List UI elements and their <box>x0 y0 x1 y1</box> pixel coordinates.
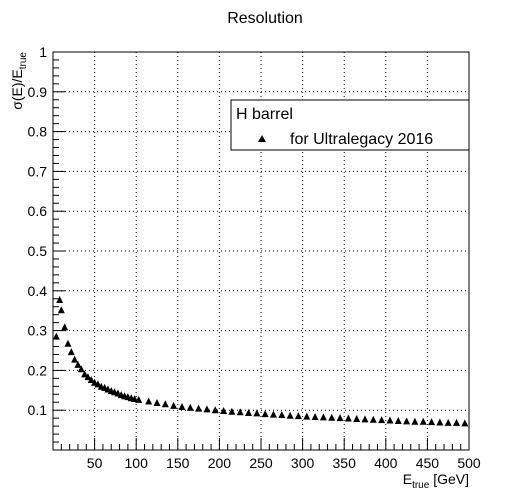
y-axis-label: σ(E)/Etrue <box>9 52 29 110</box>
data-point <box>428 418 436 426</box>
data-point <box>186 403 194 411</box>
data-point <box>261 410 269 418</box>
x-axis-label-suffix: [GeV] <box>429 471 469 487</box>
x-tick-label: 200 <box>208 455 232 471</box>
data-point <box>178 403 186 411</box>
data-point <box>145 397 153 405</box>
y-tick-label: 0.1 <box>28 402 48 418</box>
data-point <box>303 412 311 420</box>
data-point <box>411 417 419 425</box>
y-tick-label: 0.6 <box>28 203 48 219</box>
data-point <box>336 414 344 422</box>
x-tick-label: 150 <box>166 455 190 471</box>
data-point <box>228 407 236 415</box>
data-point <box>84 373 92 381</box>
x-tick-label: 250 <box>249 455 273 471</box>
data-point <box>220 406 228 414</box>
y-tick-label: 0.9 <box>28 84 48 100</box>
x-tick-label: 400 <box>374 455 398 471</box>
data-point <box>57 306 65 314</box>
data-point <box>56 295 64 303</box>
x-tick-label: 500 <box>457 455 481 471</box>
y-tick-label: 0.2 <box>28 362 48 378</box>
data-point <box>67 348 75 356</box>
y-tick-labels: 0.1 0.2 0.3 0.4 0.5 0.6 0.7 0.8 0.9 1 <box>28 44 48 418</box>
data-point <box>71 355 79 363</box>
y-tick-label: 1 <box>39 44 47 60</box>
chart-title: Resolution <box>227 10 303 27</box>
data-point <box>369 415 377 423</box>
data-point <box>344 414 352 422</box>
x-tick-label: 100 <box>125 455 149 471</box>
data-point <box>353 414 361 422</box>
data-point <box>236 408 244 416</box>
legend: H barrel for Ultralegacy 2016 <box>230 99 470 151</box>
data-point <box>87 375 95 383</box>
x-tick-label: 50 <box>87 455 103 471</box>
data-point <box>170 401 178 409</box>
data-point <box>245 408 253 416</box>
data-point <box>161 400 169 408</box>
data-point <box>64 339 72 347</box>
data-point <box>378 416 386 424</box>
data-point <box>203 405 211 413</box>
legend-header: H barrel <box>236 106 293 123</box>
x-tick-label: 450 <box>416 455 440 471</box>
data-point <box>461 419 469 427</box>
data-point <box>453 418 461 426</box>
data-point <box>52 332 60 340</box>
data-point <box>386 416 394 424</box>
data-point <box>81 370 89 378</box>
y-axis-label-sub: true <box>18 52 29 70</box>
legend-entry-label: for Ultralegacy 2016 <box>290 131 433 148</box>
data-point <box>253 409 261 417</box>
x-tick-labels: 50 100 150 200 250 300 350 400 450 500 <box>87 455 481 471</box>
y-tick-label: 0.7 <box>28 163 48 179</box>
data-point <box>436 418 444 426</box>
data-point <box>394 416 402 424</box>
data-point <box>403 417 411 425</box>
legend-box <box>230 99 470 151</box>
y-tick-label: 0.8 <box>28 124 48 140</box>
data-points <box>52 295 469 427</box>
data-point <box>269 410 277 418</box>
data-point <box>444 418 452 426</box>
data-point <box>195 404 203 412</box>
x-tick-label: 350 <box>333 455 357 471</box>
legend-marker-triangle <box>258 135 266 142</box>
data-point <box>328 413 336 421</box>
data-point <box>153 399 161 407</box>
x-axis-label-main: E <box>403 471 412 487</box>
axis-ticks <box>53 59 462 450</box>
data-point <box>61 323 69 331</box>
data-point <box>278 410 286 418</box>
data-point <box>361 415 369 423</box>
y-tick-label: 0.3 <box>28 323 48 339</box>
data-point <box>419 417 427 425</box>
data-point <box>319 413 327 421</box>
data-point <box>294 412 302 420</box>
data-point <box>311 412 319 420</box>
data-point <box>74 360 82 368</box>
y-tick-label: 0.5 <box>28 243 48 259</box>
data-point <box>94 380 102 388</box>
x-axis-label-sub: true <box>412 480 430 491</box>
x-tick-label: 300 <box>291 455 315 471</box>
data-point <box>211 406 219 414</box>
y-axis-label-main: σ(E)/E <box>9 69 25 110</box>
data-point <box>131 395 139 403</box>
data-point <box>135 395 143 403</box>
data-point <box>77 365 85 373</box>
y-tick-label: 0.4 <box>28 283 48 299</box>
data-point <box>286 411 294 419</box>
x-axis-label: Etrue [GeV] <box>403 471 469 491</box>
